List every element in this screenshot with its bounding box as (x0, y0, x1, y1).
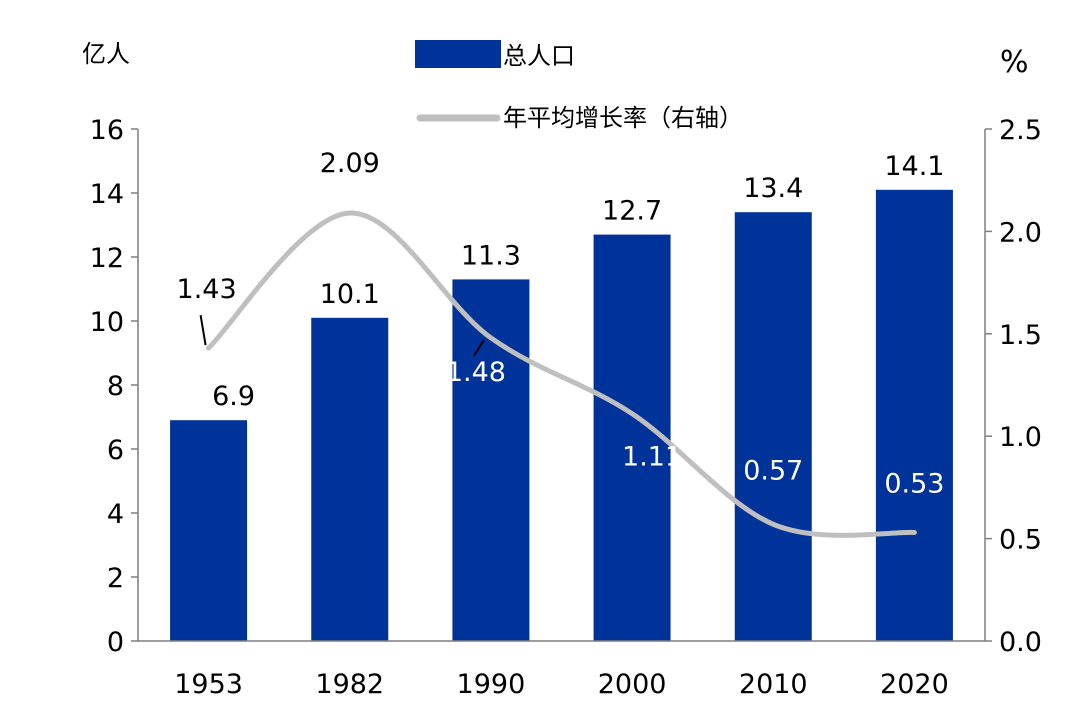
bar-value-label: 14.1 (884, 151, 944, 182)
growth-value-label: 2.09 (320, 148, 380, 179)
legend-bar-swatch (415, 40, 501, 68)
category-label-1990: 1990 (457, 669, 526, 700)
left-axis-line (137, 129, 985, 642)
bar-2000 (593, 234, 671, 641)
bar-value-label: 6.9 (212, 381, 255, 412)
left-tick-label: 16 (90, 115, 124, 146)
right-tick-label: 2.5 (999, 115, 1042, 146)
axes-group (137, 129, 986, 642)
left-tick-label: 10 (90, 307, 124, 338)
legend-line-label: 年平均增长率（右轴） (503, 104, 743, 132)
category-label-2020: 2020 (880, 669, 949, 700)
label-leader-line (473, 339, 485, 357)
left-tick-label: 6 (107, 435, 124, 466)
bar-value-label: 12.7 (602, 196, 662, 227)
right-tick-label: 0.0 (999, 627, 1042, 658)
category-label-2000: 2000 (598, 669, 667, 700)
left-axis-unit: 亿人 (82, 40, 130, 68)
bar-1990 (452, 279, 530, 641)
growth-value-label: 1.11 (622, 442, 682, 473)
left-tick-label: 12 (90, 243, 124, 274)
right-tick-label: 2.0 (999, 217, 1042, 248)
legend: 总人口 年平均增长率（右轴） (415, 40, 743, 132)
bar-2020 (875, 189, 953, 642)
right-tick-label: 1.5 (999, 320, 1042, 351)
legend-bar-label: 总人口 (503, 42, 575, 70)
data-labels-group: 6.9 10.1 11.3 12.7 13.4 14.1 1.43 2.09 1.48 1.11 0… (177, 148, 945, 499)
growth-value-label: 0.57 (743, 455, 803, 486)
label-leader-line (199, 314, 207, 346)
bar-1953 (170, 420, 248, 641)
growth-value-label: 1.48 (446, 357, 506, 388)
left-tick-label: 4 (107, 499, 124, 530)
bar-1982 (311, 317, 389, 641)
right-tick-label: 0.5 (999, 525, 1042, 556)
left-tick-label: 8 (107, 371, 124, 402)
ticks-group: 0 2 4 6 8 10 12 14 16 0.0 0.5 1.0 1.5 2.0 2.5 1953 1982 1… (90, 115, 1042, 700)
left-tick-label: 2 (107, 563, 124, 594)
growth-line-group (206, 210, 917, 538)
bar-value-label: 13.4 (743, 173, 803, 204)
category-label-1953: 1953 (174, 669, 243, 700)
right-axis-unit: % (1000, 45, 1029, 80)
left-tick-label: 0 (107, 627, 124, 658)
growth-value-label: 1.43 (177, 274, 237, 305)
bar-value-label: 11.3 (461, 240, 521, 271)
right-tick-label: 1.0 (999, 422, 1042, 453)
growth-value-label: 0.53 (884, 468, 944, 499)
bar-value-label: 10.1 (320, 279, 380, 310)
growth-rate-line (206, 210, 917, 538)
left-tick-label: 14 (90, 179, 124, 210)
category-label-1982: 1982 (315, 669, 384, 700)
category-label-2010: 2010 (739, 669, 808, 700)
bars-group (170, 189, 953, 642)
bar-2010 (734, 212, 812, 641)
